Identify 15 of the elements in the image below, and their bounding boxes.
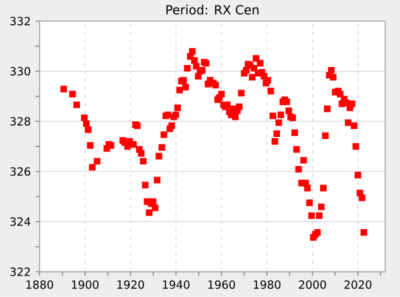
x-tick-label: 1920 xyxy=(117,280,144,289)
x-tick-label: 2020 xyxy=(344,280,372,289)
x-tick-label: 1940 xyxy=(162,280,190,289)
x-tick-label: 2000 xyxy=(299,280,326,289)
y-tick-label: 324 xyxy=(10,217,30,226)
y-tick-label: 326 xyxy=(10,167,30,176)
y-tick-label: 330 xyxy=(10,67,30,76)
x-tick-label: 1960 xyxy=(208,280,235,289)
y-tick-label: 322 xyxy=(10,268,30,276)
y-tick-label: 328 xyxy=(10,117,30,126)
y-tick-label: 332 xyxy=(10,16,30,26)
x-tick-label: 1880 xyxy=(26,280,54,289)
x-tick-label: 1980 xyxy=(254,280,280,289)
x-tick-label: 1900 xyxy=(72,280,99,289)
chart-title: Period: RX Cen xyxy=(166,4,258,15)
